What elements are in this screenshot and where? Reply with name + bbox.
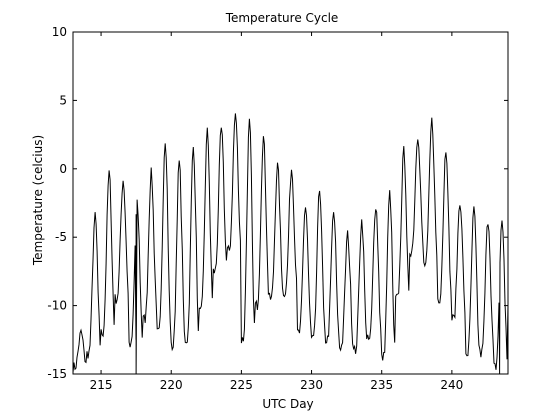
- y-tick-label: -15: [47, 367, 67, 381]
- y-tick-label: 10: [52, 25, 67, 39]
- y-axis-label: Temperature (celcius): [31, 135, 45, 266]
- x-tick-label: 235: [370, 378, 393, 392]
- axes-frame: [72, 31, 509, 375]
- y-axis-ticks: -15 -10 -5 0 5 10: [47, 25, 508, 381]
- temperature-series-line: [72, 113, 509, 375]
- x-tick-label: 220: [160, 378, 183, 392]
- x-axis-ticks: 215 220 225 230 235 240: [90, 32, 463, 392]
- x-tick-label: 225: [230, 378, 253, 392]
- y-tick-label: -5: [55, 230, 67, 244]
- x-axis-label: UTC Day: [262, 397, 313, 411]
- x-tick-label: 215: [90, 378, 113, 392]
- y-tick-label: -10: [47, 299, 67, 313]
- chart-title: Temperature Cycle: [225, 11, 339, 25]
- x-tick-label: 230: [300, 378, 323, 392]
- y-tick-label: 5: [59, 93, 67, 107]
- y-tick-label: 0: [59, 162, 67, 176]
- x-tick-label: 240: [440, 378, 463, 392]
